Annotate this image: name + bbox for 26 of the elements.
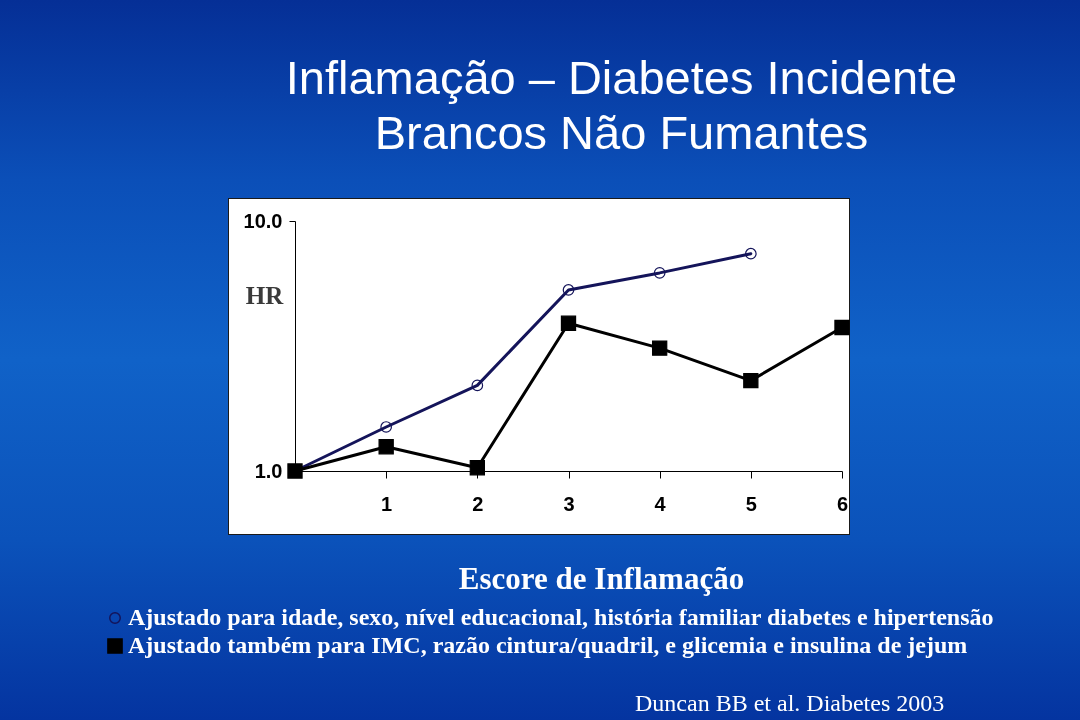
x-tick-label: 4 — [654, 492, 667, 515]
point — [469, 460, 485, 476]
x-tick-label: 6 — [836, 492, 849, 515]
y-tick-label: 10.0 — [243, 209, 283, 232]
point — [834, 319, 850, 336]
legend-label: Ajustado para idade, sexo, nível educacional, história familiar diabetes e hipertensão — [128, 604, 994, 630]
y-axis-title: HR — [245, 281, 285, 309]
point — [380, 421, 393, 433]
chart-subtitle: Brancos Não Fumantes — [374, 106, 869, 159]
point — [653, 267, 666, 279]
x-axis-title: Escore de Inflamação — [458, 560, 745, 596]
point — [378, 439, 394, 455]
x-tick-label: 1 — [381, 492, 393, 515]
x-tick-label: 2 — [472, 492, 484, 515]
point — [562, 284, 575, 296]
x-tick-label: 5 — [745, 492, 757, 515]
point — [743, 372, 759, 389]
text: Duncan BB et al. Diabetes 2003 — [635, 689, 945, 717]
chart-title: Inflamação – Diabetes Incidente — [285, 51, 958, 104]
legend-label: Ajustado também para IMC, razão cintura/quadril, e glicemia e insulina de jejum — [128, 632, 968, 658]
point — [560, 315, 577, 331]
point — [744, 247, 757, 260]
point — [652, 340, 668, 356]
y-tick-label: 1.0 — [254, 459, 283, 482]
x-tick-label: 3 — [563, 492, 575, 515]
point — [471, 379, 484, 392]
